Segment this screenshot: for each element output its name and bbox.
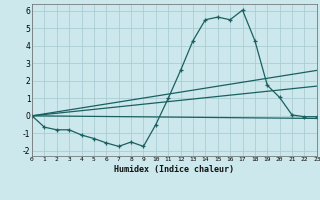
X-axis label: Humidex (Indice chaleur): Humidex (Indice chaleur) [115,165,234,174]
